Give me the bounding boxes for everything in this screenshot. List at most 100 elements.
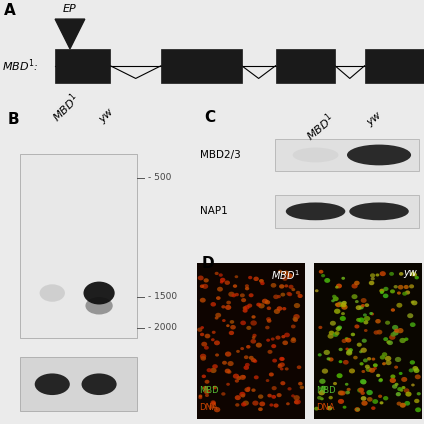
Ellipse shape	[390, 289, 395, 293]
Ellipse shape	[287, 293, 292, 296]
Text: MBD: MBD	[316, 386, 336, 395]
Ellipse shape	[358, 388, 364, 393]
Ellipse shape	[360, 362, 364, 365]
Text: - 1500: - 1500	[148, 292, 177, 301]
Ellipse shape	[225, 305, 231, 310]
Ellipse shape	[277, 295, 281, 298]
Ellipse shape	[297, 365, 301, 369]
Ellipse shape	[265, 300, 270, 304]
Bar	[20, 357, 137, 411]
Ellipse shape	[371, 312, 374, 315]
Ellipse shape	[346, 391, 350, 394]
Ellipse shape	[342, 339, 347, 343]
Ellipse shape	[362, 339, 367, 343]
Ellipse shape	[287, 292, 291, 296]
Ellipse shape	[243, 401, 249, 406]
Ellipse shape	[360, 379, 366, 384]
Ellipse shape	[404, 388, 410, 393]
Ellipse shape	[200, 285, 204, 288]
Ellipse shape	[211, 338, 215, 341]
Ellipse shape	[198, 394, 202, 398]
Ellipse shape	[391, 332, 396, 337]
Ellipse shape	[342, 301, 347, 305]
Ellipse shape	[369, 368, 375, 373]
Ellipse shape	[200, 298, 206, 303]
Ellipse shape	[266, 317, 271, 321]
Ellipse shape	[233, 374, 239, 379]
Ellipse shape	[243, 365, 249, 370]
Ellipse shape	[397, 328, 404, 333]
Ellipse shape	[335, 331, 340, 335]
Ellipse shape	[227, 361, 234, 366]
Ellipse shape	[214, 340, 220, 345]
Ellipse shape	[415, 276, 419, 279]
Ellipse shape	[387, 340, 393, 345]
Ellipse shape	[230, 320, 234, 324]
Ellipse shape	[272, 386, 277, 390]
Ellipse shape	[298, 294, 303, 298]
Ellipse shape	[371, 357, 375, 360]
Ellipse shape	[219, 273, 223, 277]
Ellipse shape	[246, 388, 250, 392]
Ellipse shape	[202, 284, 208, 289]
Ellipse shape	[341, 277, 345, 280]
Ellipse shape	[391, 308, 395, 312]
Ellipse shape	[222, 361, 227, 365]
Text: D: D	[202, 256, 215, 271]
Ellipse shape	[271, 283, 276, 287]
Ellipse shape	[339, 348, 343, 351]
Ellipse shape	[415, 407, 421, 412]
Bar	[197, 263, 305, 419]
Ellipse shape	[226, 301, 231, 304]
Ellipse shape	[359, 350, 363, 353]
Ellipse shape	[260, 282, 265, 285]
Ellipse shape	[240, 347, 244, 350]
Ellipse shape	[256, 343, 262, 348]
Ellipse shape	[383, 337, 388, 341]
Ellipse shape	[354, 281, 360, 285]
Ellipse shape	[245, 363, 250, 367]
Ellipse shape	[320, 397, 324, 400]
Ellipse shape	[201, 356, 206, 361]
Ellipse shape	[236, 376, 241, 380]
Ellipse shape	[278, 363, 282, 366]
Ellipse shape	[356, 318, 361, 322]
Ellipse shape	[337, 373, 343, 378]
Ellipse shape	[227, 370, 232, 374]
Ellipse shape	[244, 387, 250, 392]
Ellipse shape	[369, 281, 374, 285]
Ellipse shape	[410, 360, 415, 365]
Ellipse shape	[215, 353, 219, 357]
Ellipse shape	[410, 271, 416, 276]
Ellipse shape	[291, 324, 296, 329]
Ellipse shape	[200, 354, 206, 359]
Ellipse shape	[357, 343, 362, 347]
Ellipse shape	[279, 363, 285, 367]
Ellipse shape	[291, 337, 296, 341]
Ellipse shape	[376, 374, 380, 377]
Ellipse shape	[400, 403, 406, 408]
Text: B: B	[8, 112, 20, 127]
Ellipse shape	[234, 293, 239, 296]
Ellipse shape	[341, 312, 345, 315]
Ellipse shape	[240, 375, 246, 380]
Ellipse shape	[243, 306, 247, 310]
Ellipse shape	[359, 305, 364, 310]
Ellipse shape	[345, 337, 349, 340]
Ellipse shape	[382, 352, 387, 357]
Ellipse shape	[249, 356, 254, 360]
Text: $MBD^1$:: $MBD^1$:	[2, 57, 39, 74]
Ellipse shape	[363, 321, 368, 324]
Ellipse shape	[393, 331, 399, 335]
Ellipse shape	[245, 287, 249, 290]
Ellipse shape	[241, 298, 246, 302]
Ellipse shape	[374, 330, 379, 335]
Ellipse shape	[343, 360, 349, 365]
Ellipse shape	[372, 399, 378, 404]
Ellipse shape	[276, 335, 281, 340]
Ellipse shape	[271, 395, 276, 399]
Ellipse shape	[345, 383, 349, 386]
Ellipse shape	[385, 356, 391, 361]
Ellipse shape	[402, 292, 407, 296]
Bar	[275, 139, 419, 171]
